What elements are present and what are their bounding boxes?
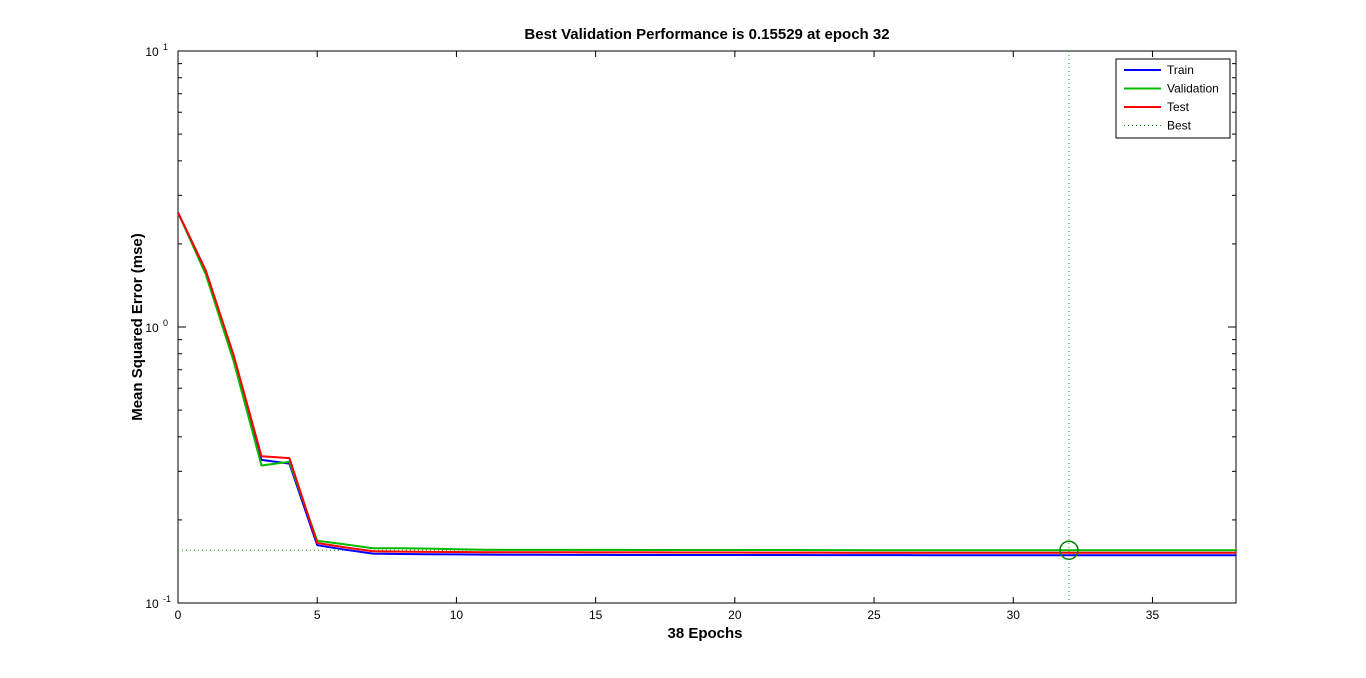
best-marker [1059, 540, 1079, 560]
best-marker-layer [1059, 540, 1079, 560]
x-tick-label: 5 [314, 608, 321, 622]
y-tick-label: 10 [145, 597, 159, 611]
legend: Train Validation Test Best [1115, 58, 1231, 139]
y-tick-label: 10 [145, 321, 159, 335]
legend-label-train: Train [1167, 63, 1194, 77]
x-tick-label: 0 [175, 608, 182, 622]
legend-label-best: Best [1167, 119, 1192, 133]
x-tick-label: 10 [450, 608, 464, 622]
x-axis-ticks: 0 5 10 15 20 25 30 35 [175, 51, 1160, 622]
legend-box [1115, 58, 1231, 139]
y-tick-label: 10 [145, 45, 159, 59]
y-tick-exponent: -1 [163, 594, 171, 604]
x-tick-label: 15 [589, 608, 603, 622]
legend-label-validation: Validation [1167, 82, 1219, 96]
y-axis-label: Mean Squared Error (mse) [129, 233, 146, 421]
x-tick-label: 35 [1146, 608, 1160, 622]
y-axis-ticks: 10 -1 10 0 10 1 [145, 42, 1236, 611]
chart-title: Best Validation Performance is 0.15529 a… [524, 26, 889, 43]
series-line-train [177, 212, 1236, 557]
x-tick-label: 25 [867, 608, 881, 622]
x-tick-label: 20 [728, 608, 742, 622]
y-tick-exponent: 0 [163, 318, 168, 328]
y-tick-exponent: 1 [163, 42, 168, 52]
legend-label-test: Test [1167, 100, 1190, 114]
plot-area [177, 50, 1237, 604]
x-axis-label: 38 Epochs [667, 625, 742, 642]
x-tick-label: 30 [1007, 608, 1021, 622]
